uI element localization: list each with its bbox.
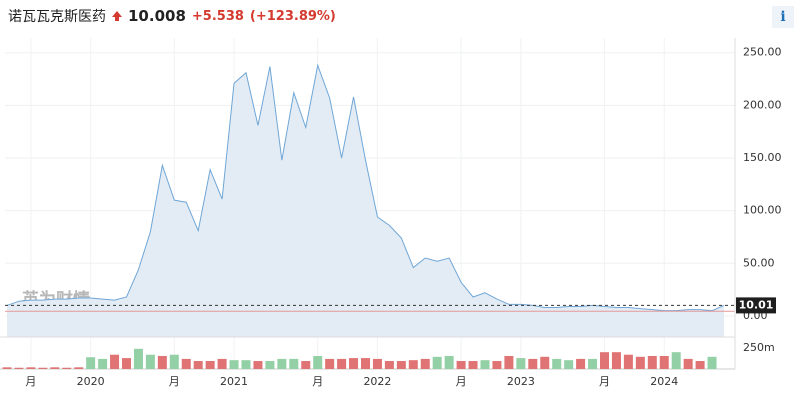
y-tick-label: 50.00: [743, 256, 775, 269]
x-tick-label: 月: [456, 375, 467, 388]
volume-bar: [14, 367, 24, 369]
volume-bar: [217, 358, 227, 369]
volume-bar: [38, 367, 48, 369]
volume-bar: [205, 361, 215, 369]
volume-bar: [647, 355, 657, 369]
volume-bar: [564, 360, 574, 369]
volume-bar: [600, 352, 609, 369]
info-button[interactable]: i: [772, 6, 794, 28]
volume-bar: [26, 367, 36, 369]
volume-bar: [193, 361, 203, 369]
up-arrow: [112, 11, 122, 21]
volume-bar: [110, 354, 120, 369]
stock-name: 诺瓦瓦克斯医药: [8, 9, 106, 25]
volume-bar: [623, 354, 633, 369]
change-pct: (+123.89%): [249, 8, 336, 24]
volume-bar: [384, 361, 394, 369]
volume-bar: [576, 358, 586, 369]
y-tick-label: 100.00: [743, 204, 782, 217]
volume-bar: [337, 358, 347, 369]
price-area: [7, 65, 724, 338]
x-tick-label: 2020: [77, 375, 105, 388]
volume-bar: [492, 361, 502, 369]
volume-bar: [695, 361, 705, 369]
volume-bar: [683, 358, 693, 369]
volume-bar: [635, 356, 645, 369]
volume-tick-label: 250m: [743, 341, 775, 354]
volume-bar: [229, 360, 239, 369]
volume-bar: [325, 358, 335, 369]
x-tick-label: 2024: [650, 375, 678, 388]
volume-bar: [361, 358, 370, 369]
y-tick-label: 200.00: [743, 98, 782, 111]
volume-bar: [301, 361, 311, 369]
volume-bar: [157, 355, 167, 369]
volume-bar: [396, 361, 406, 369]
volume-bar: [468, 361, 478, 369]
volume-bar: [516, 358, 526, 369]
volume-bar: [611, 352, 621, 369]
volume-bar: [540, 356, 550, 369]
x-tick-label: 月: [169, 375, 180, 388]
volume-bar: [707, 356, 717, 369]
volume-bar: [552, 358, 562, 369]
volume-bar: [241, 360, 251, 369]
volume-bar: [133, 348, 143, 369]
volume-bar: [289, 358, 299, 369]
volume-bar: [62, 367, 72, 369]
y-tick-label: 250.00: [743, 46, 782, 59]
change: +5.538: [191, 8, 244, 24]
volume-bar: [50, 367, 60, 369]
volume-bar: [372, 358, 382, 369]
volume-bar: [528, 358, 538, 369]
volume-bar: [74, 367, 84, 369]
volume-bar: [145, 354, 155, 369]
volume-bar: [659, 355, 669, 369]
volume-bar: [408, 360, 418, 369]
y-tick-label: 150.00: [743, 151, 782, 164]
volume-bar: [169, 354, 179, 369]
x-tick-label: 2023: [507, 375, 535, 388]
volume-bar: [265, 361, 275, 369]
volume-bar: [480, 360, 490, 369]
x-tick-label: 月: [25, 375, 36, 388]
volume-bar: [277, 358, 287, 369]
volume-bar: [122, 358, 131, 369]
volume-bar: [504, 355, 514, 369]
price: 10.008: [128, 7, 186, 25]
volume-bar: [456, 361, 466, 369]
price-line: [6, 63, 725, 312]
x-tick-label: 月: [599, 375, 610, 388]
x-tick-label: 2021: [220, 375, 248, 388]
volume-bar: [420, 358, 430, 369]
volume-bar: [313, 355, 323, 369]
volume-bar: [98, 358, 108, 369]
volume-bar: [181, 358, 191, 369]
volume-bar: [444, 355, 454, 369]
x-tick-label: 月: [312, 375, 323, 388]
volume-bar: [588, 358, 598, 369]
last-price-label: 10.01: [739, 298, 774, 311]
x-tick-label: 2022: [363, 375, 391, 388]
volume-bar: [86, 357, 96, 369]
volume-bar: [432, 356, 442, 369]
volume-bar: [349, 358, 359, 369]
volume-bar: [253, 361, 263, 369]
last-price-box: [736, 297, 776, 314]
volume-bar: [671, 352, 681, 369]
volume-bar: [2, 367, 12, 369]
header: 诺瓦瓦克斯医药 10.008 +5.538 (+123.89%): [8, 6, 336, 26]
